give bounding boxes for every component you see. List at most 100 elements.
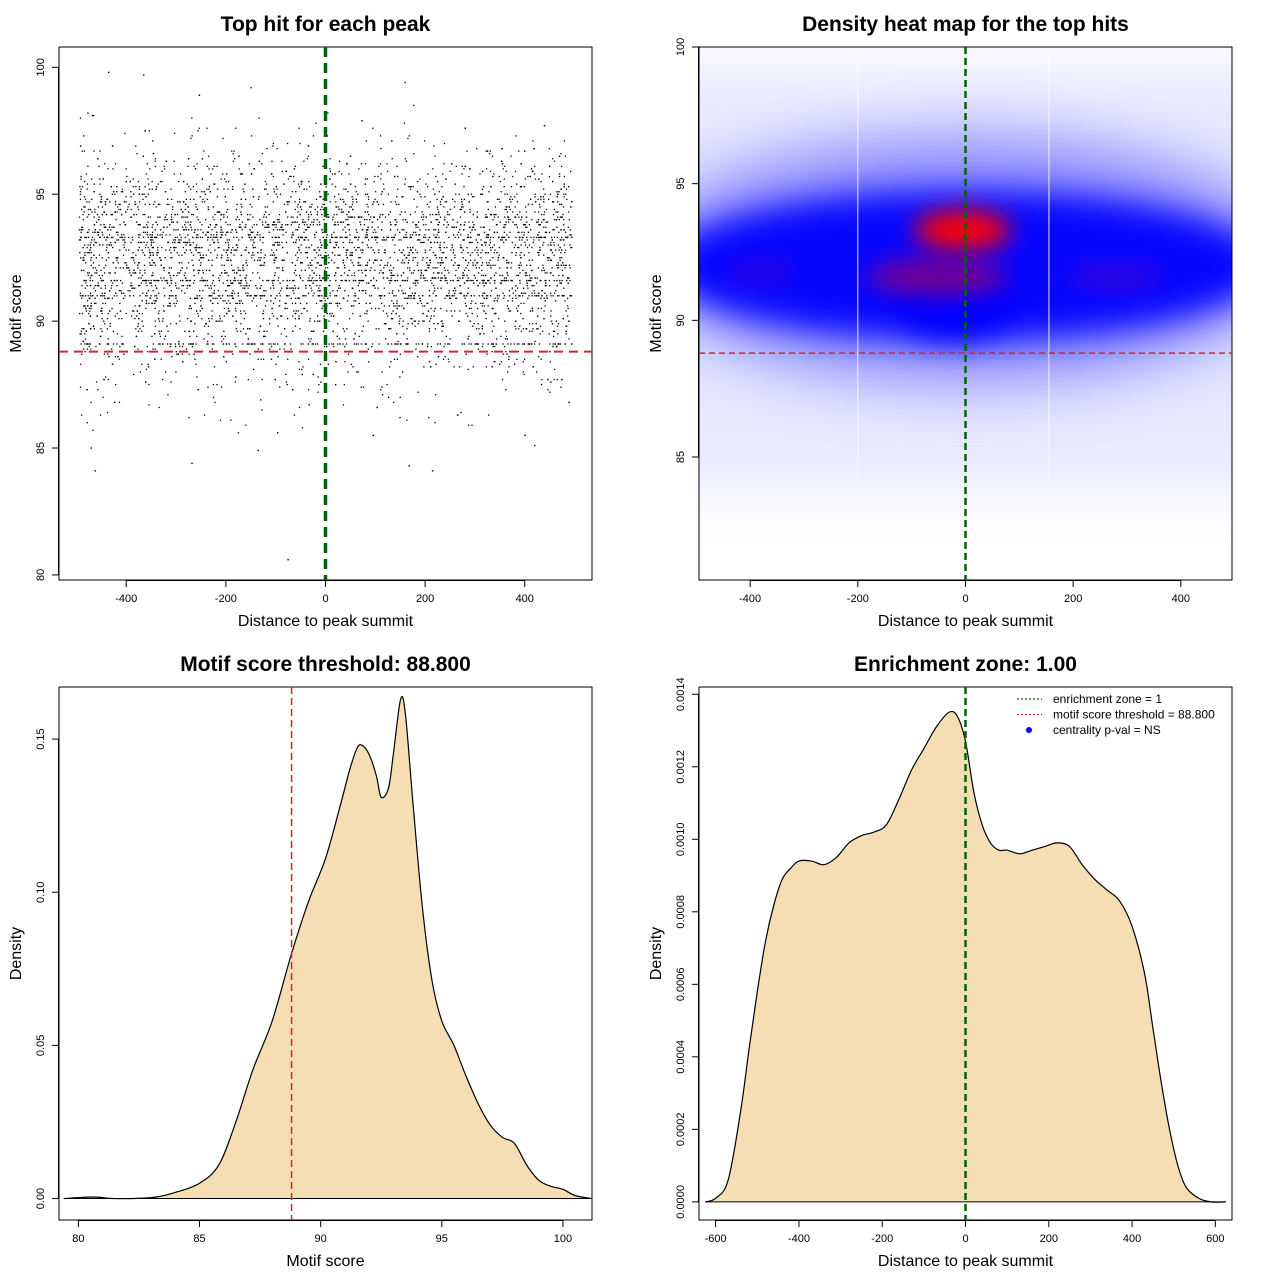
- scatter-point: [268, 213, 270, 216]
- scatter-point: [358, 290, 361, 292]
- scatter-point: [474, 229, 476, 231]
- scatter-point: [342, 328, 344, 330]
- scatter-point: [122, 254, 125, 256]
- scatter-point: [321, 206, 323, 208]
- scatter-point: [152, 153, 155, 155]
- scatter-point: [529, 310, 532, 312]
- scatter-point: [230, 231, 232, 233]
- scatter-point: [97, 282, 100, 284]
- scatter-point: [107, 229, 109, 231]
- scatter-point: [312, 224, 315, 226]
- scatter-point: [367, 196, 370, 198]
- scatter-point: [226, 254, 229, 256]
- scatter-point: [556, 295, 559, 297]
- scatter-point: [234, 343, 236, 345]
- scatter-point: [265, 188, 267, 190]
- scatter-point: [147, 350, 149, 353]
- scatter-point: [535, 201, 537, 203]
- scatter-point: [86, 201, 88, 203]
- scatter-point: [195, 206, 197, 208]
- scatter-point: [111, 145, 114, 147]
- scatter-point: [259, 236, 261, 239]
- scatter-point: [142, 231, 145, 233]
- scatter-point: [490, 213, 493, 216]
- scatter-point: [213, 343, 215, 345]
- scatter-point: [270, 300, 272, 302]
- scatter-point: [465, 353, 467, 355]
- scatter-point: [397, 305, 399, 307]
- scatter-point: [347, 353, 350, 355]
- scatter-point: [224, 300, 226, 302]
- scatter-point: [182, 201, 185, 203]
- scatter-point: [115, 383, 117, 386]
- scatter-point: [207, 206, 209, 208]
- scatter-point: [452, 264, 455, 266]
- scatter-point: [307, 145, 310, 147]
- scatter-point: [216, 257, 218, 259]
- scatter-point: [470, 307, 472, 310]
- scatter-point: [351, 274, 353, 277]
- scatter-point: [195, 246, 197, 249]
- scatter-point: [225, 221, 227, 223]
- scatter-point: [100, 310, 102, 312]
- scatter-point: [258, 257, 260, 259]
- scatter-point: [262, 358, 265, 360]
- scatter-point: [249, 229, 251, 231]
- scatter-point: [345, 343, 348, 345]
- scatter-point: [337, 206, 339, 208]
- scatter-point: [272, 224, 274, 226]
- scatter-point: [430, 315, 432, 317]
- scatter-point: [509, 310, 512, 312]
- scatter-point: [292, 231, 294, 233]
- scatter-point: [390, 361, 392, 363]
- scatter-point: [146, 284, 148, 287]
- scatter-point: [318, 249, 321, 251]
- scatter-point: [212, 236, 215, 239]
- scatter-point: [351, 196, 353, 198]
- scatter-point: [270, 358, 273, 360]
- scatter-point: [406, 419, 408, 421]
- scatter-point: [210, 284, 212, 287]
- scatter-point: [310, 330, 313, 332]
- scatter-point: [336, 213, 338, 216]
- scatter-point: [544, 236, 546, 239]
- scatter-point: [444, 201, 446, 203]
- scatter-point: [148, 302, 150, 305]
- scatter-point: [398, 320, 401, 322]
- scatter-point: [467, 292, 469, 294]
- scatter-point: [194, 246, 196, 249]
- scatter-point: [326, 135, 328, 137]
- scatter-point: [537, 292, 540, 294]
- scatter-point: [227, 244, 230, 246]
- scatter-point: [295, 274, 297, 277]
- scatter-point: [531, 269, 533, 272]
- scatter-point: [467, 315, 469, 317]
- scatter-point: [163, 295, 166, 297]
- scatter-point: [523, 292, 525, 294]
- scatter-point: [199, 221, 201, 223]
- scatter-point: [208, 188, 210, 190]
- scatter-point: [404, 178, 407, 180]
- scatter-point: [447, 269, 449, 272]
- scatter-point: [95, 345, 97, 348]
- scatter-point: [526, 264, 528, 266]
- scatter-point: [532, 366, 534, 368]
- scatter-point: [279, 348, 281, 350]
- scatter-point: [364, 178, 367, 180]
- scatter-point: [281, 160, 283, 162]
- scatter-point: [230, 259, 232, 261]
- scatter-point: [485, 295, 488, 297]
- scatter-point: [192, 254, 195, 256]
- scatter-point: [468, 221, 470, 223]
- scatter-point: [281, 170, 284, 173]
- scatter-point: [424, 269, 426, 272]
- scatter-point: [268, 317, 271, 320]
- scatter-point: [396, 165, 398, 167]
- scatter-point: [115, 267, 117, 269]
- scatter-point: [524, 224, 526, 226]
- scatter-point: [107, 353, 109, 355]
- scatter-point: [240, 173, 242, 175]
- scatter-point: [213, 165, 215, 167]
- scatter-point: [536, 328, 538, 330]
- scatter-point: [157, 317, 160, 320]
